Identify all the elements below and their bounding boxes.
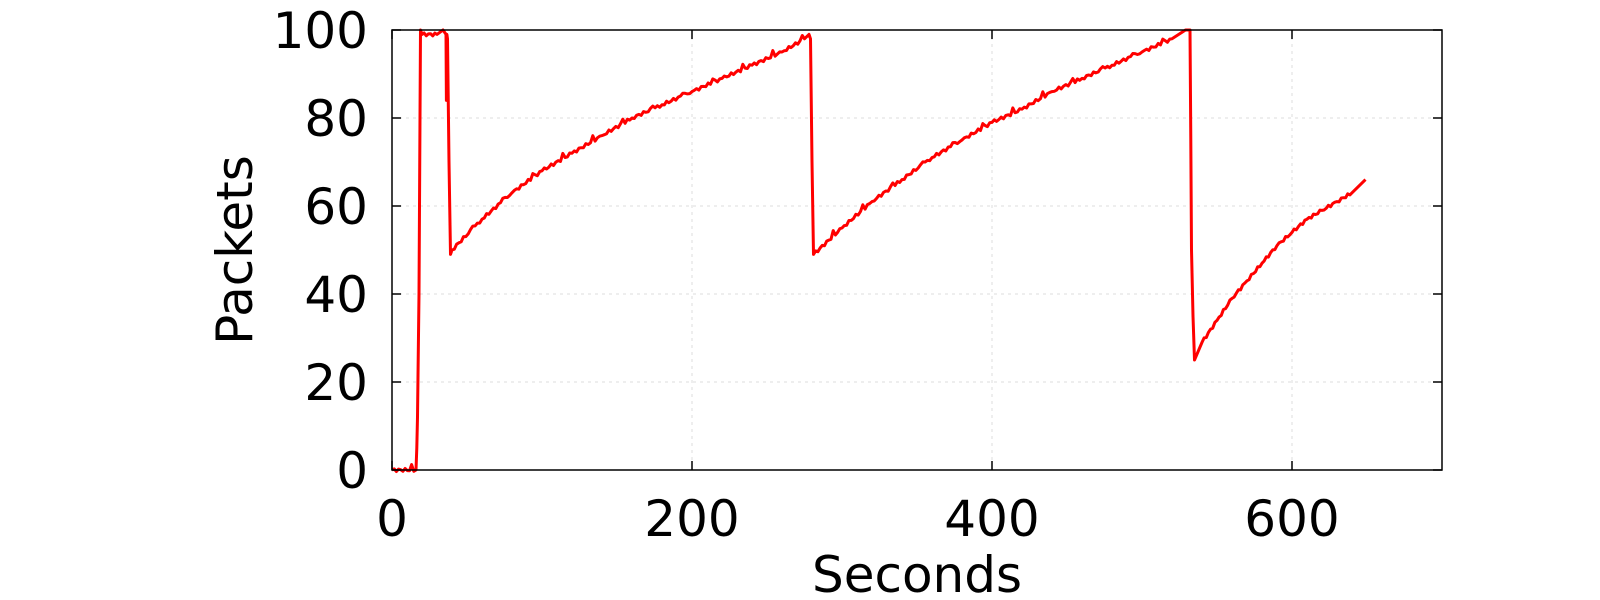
tick-labels: 0 20 40 60 80 100 0 200 400 600: [273, 2, 1340, 548]
x-tick-label: 200: [644, 490, 739, 548]
plot-frame: [391, 29, 1443, 471]
axis-ticks: [391, 29, 1442, 471]
x-tick-label: 400: [944, 490, 1039, 548]
y-axis-title: Packets: [206, 155, 264, 345]
y-tick-label: 100: [273, 2, 368, 60]
y-tick-label: 80: [304, 90, 368, 148]
series-line-0: [391, 28, 1367, 473]
grid-lines: [392, 30, 1442, 470]
y-tick-label: 40: [304, 266, 368, 324]
x-tick-label: 0: [376, 490, 408, 548]
series-group: [391, 28, 1367, 473]
y-tick-label: 20: [304, 354, 368, 412]
x-axis-title: Seconds: [812, 546, 1022, 600]
x-tick-label: 600: [1244, 490, 1339, 548]
y-tick-label: 0: [336, 442, 368, 500]
y-tick-label: 60: [304, 178, 368, 236]
